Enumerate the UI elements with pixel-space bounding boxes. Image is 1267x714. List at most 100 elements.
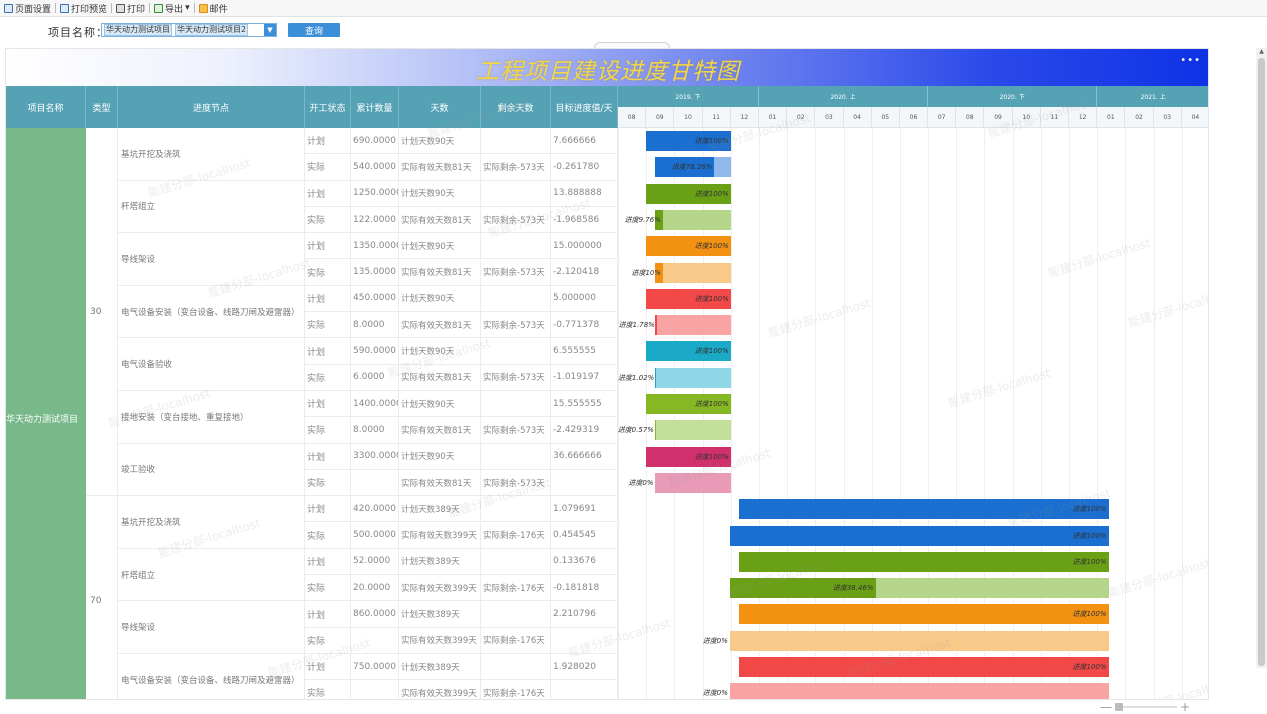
status-cell: 实际 xyxy=(305,417,351,443)
node-cell: 杆塔组立 xyxy=(118,549,305,602)
zoom-out-icon[interactable]: — xyxy=(1100,700,1112,714)
days-cell: 计划天数389天 xyxy=(399,549,481,575)
timeline-month: 03 xyxy=(815,107,843,128)
gantt-bar[interactable] xyxy=(655,420,730,440)
quantity-cell: 1400.0000 xyxy=(351,391,399,417)
gantt-bar[interactable] xyxy=(655,473,730,493)
node-cell: 导线架设 xyxy=(118,233,305,286)
gantt-bar[interactable] xyxy=(655,263,730,283)
project-name-label: 项目名称： xyxy=(48,24,108,40)
toolbar-print-button[interactable]: 打印 xyxy=(112,0,149,17)
gantt-bar[interactable] xyxy=(730,683,1109,700)
remaining-days-cell xyxy=(481,496,551,522)
toolbar-item-label: 打印 xyxy=(127,2,145,15)
vertical-scrollbar[interactable] xyxy=(1256,48,1267,668)
timeline-month: 02 xyxy=(787,107,815,128)
quantity-cell: 122.0000 xyxy=(351,207,399,233)
scroll-up-icon[interactable]: ▲ xyxy=(1256,48,1267,56)
gantt-bar-progress xyxy=(655,368,656,388)
gantt-bar[interactable] xyxy=(730,526,1109,546)
remaining-days-cell xyxy=(481,286,551,312)
status-cell: 实际 xyxy=(305,680,351,700)
status-cell: 实际 xyxy=(305,575,351,601)
days-cell: 实际有效天数81天 xyxy=(399,365,481,391)
gantt-bar-progress xyxy=(739,552,1108,572)
more-icon[interactable]: ••• xyxy=(1180,55,1201,66)
gantt-bar[interactable] xyxy=(739,499,1108,519)
days-cell: 实际有效天数81天 xyxy=(399,207,481,233)
timeline-period: 2019. 下 xyxy=(618,86,759,107)
target-cell: -0.261780 xyxy=(551,154,618,180)
selected-project-chip[interactable]: 华天动力测试项目2 xyxy=(175,24,248,36)
gantt-area: 进度100%进度78.26%进度100%进度9.76%进度100%进度10%进度… xyxy=(618,128,1209,700)
gantt-bar[interactable] xyxy=(655,210,730,230)
target-cell: -2.120418 xyxy=(551,260,618,286)
zoom-slider[interactable] xyxy=(1115,706,1177,708)
target-cell: 1.079691 xyxy=(551,496,618,522)
chevron-down-icon[interactable]: ▼ xyxy=(264,24,276,36)
timeline-month: 12 xyxy=(731,107,759,128)
gantt-bar-label: 进度100% xyxy=(1065,526,1107,546)
status-cell: 实际 xyxy=(305,470,351,496)
gantt-bar-progress xyxy=(739,499,1108,519)
target-cell: 0.133676 xyxy=(551,549,618,575)
gantt-bar[interactable] xyxy=(655,315,730,335)
timeline-month: 12 xyxy=(1069,107,1097,128)
gantt-bar-label: 进度100% xyxy=(1065,604,1107,624)
timeline-month: 03 xyxy=(1154,107,1182,128)
status-cell: 实际 xyxy=(305,312,351,338)
gantt-bar[interactable] xyxy=(655,368,730,388)
days-cell: 实际有效天数81天 xyxy=(399,154,481,180)
timeline-month: 08 xyxy=(956,107,984,128)
timeline-period: 2020. 下 xyxy=(928,86,1097,107)
timeline-month: 04 xyxy=(844,107,872,128)
status-cell: 计划 xyxy=(305,128,351,154)
remaining-days-cell xyxy=(481,391,551,417)
toolbar-export-button[interactable]: 导出▾ xyxy=(150,0,194,17)
gantt-bar-label: 进度9.76% xyxy=(617,210,661,230)
selected-project-chip[interactable]: 华天动力测试项目 xyxy=(104,24,172,36)
node-cell: 杆塔组立 xyxy=(118,181,305,234)
scrollbar-thumb[interactable] xyxy=(1258,58,1265,666)
gantt-bar-label: 进度38.46% xyxy=(832,578,874,598)
days-cell: 计划天数90天 xyxy=(399,338,481,364)
target-cell: 13.888888 xyxy=(551,181,618,207)
status-cell: 计划 xyxy=(305,391,351,417)
status-cell: 实际 xyxy=(305,628,351,654)
toolbar-page-setup-button[interactable]: 页面设置 xyxy=(0,0,55,17)
gantt-bar[interactable] xyxy=(739,604,1108,624)
gantt-bar[interactable] xyxy=(730,578,1109,598)
gantt-gridline xyxy=(731,128,732,700)
target-cell: 15.555555 xyxy=(551,391,618,417)
project-select[interactable]: 华天动力测试项目 华天动力测试项目2 ▼ xyxy=(101,23,277,37)
days-cell: 计划天数389天 xyxy=(399,601,481,627)
toolbar-mail-button[interactable]: 邮件 xyxy=(195,0,232,17)
target-cell xyxy=(551,680,618,700)
zoom-slider-knob[interactable] xyxy=(1115,703,1123,711)
gantt-gridline xyxy=(1154,128,1155,700)
timeline-period: 2021. 上 xyxy=(1097,86,1209,107)
toolbar-item-label: 打印预览 xyxy=(71,2,107,15)
target-cell xyxy=(551,470,618,496)
gantt-bar[interactable] xyxy=(730,631,1109,651)
gantt-bar[interactable] xyxy=(739,552,1108,572)
target-cell xyxy=(551,628,618,654)
node-cell: 电气设备验收 xyxy=(118,338,305,391)
gantt-bar[interactable] xyxy=(739,657,1108,677)
query-button[interactable]: 查询 xyxy=(288,23,340,37)
quantity-cell: 6.0000 xyxy=(351,365,399,391)
type-cell: 30 xyxy=(86,128,118,496)
gantt-gridline xyxy=(1125,128,1126,700)
quantity-cell: 8.0000 xyxy=(351,417,399,443)
gantt-bar-label: 进度100% xyxy=(687,184,729,204)
target-cell: 0.454545 xyxy=(551,523,618,549)
toolbar-print-preview-button[interactable]: 打印预览 xyxy=(56,0,111,17)
column-header: 进度节点 xyxy=(118,86,305,128)
quantity-cell: 1250.0000 xyxy=(351,181,399,207)
target-cell: 36.666666 xyxy=(551,444,618,470)
column-header: 类型 xyxy=(86,86,118,128)
days-cell: 实际有效天数399天 xyxy=(399,575,481,601)
quantity-cell: 52.0000 xyxy=(351,549,399,575)
report-title: 工程项目建设进度甘特图 xyxy=(6,52,1209,86)
zoom-in-icon[interactable]: + xyxy=(1180,700,1190,714)
